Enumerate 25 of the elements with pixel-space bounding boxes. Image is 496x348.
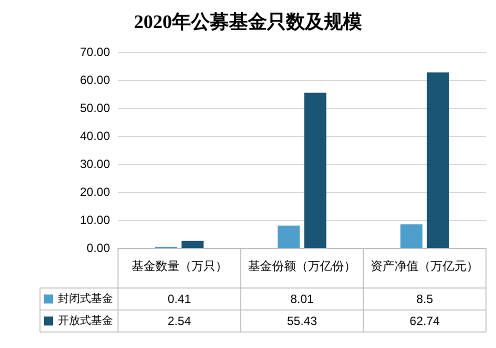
data-label: 8.01 [290,292,314,306]
data-label: 0.41 [168,292,192,306]
y-tick-label: 70.00 [80,45,110,59]
x-tick-label: 基金份额（万亿份） [248,259,356,273]
y-tick-label: 30.00 [80,157,110,171]
legend-label: 封闭式基金 [58,292,113,305]
bar [304,92,326,248]
chart-title: 2020年公募基金只数及规模 [134,11,362,33]
data-label: 55.43 [286,314,318,328]
x-tick-label: 基金数量（万只） [131,259,228,273]
y-tick-label: 50.00 [80,101,110,115]
y-tick-label: 40.00 [80,129,110,143]
data-label: 2.54 [168,314,192,328]
bar [400,224,422,248]
bar [426,72,449,248]
y-tick-label: 0.00 [86,241,110,255]
y-tick-label: 20.00 [80,185,110,199]
y-tick-label: 60.00 [80,73,110,87]
legend-label: 开放式基金 [58,314,113,327]
y-tick-label: 10.00 [80,213,110,227]
bar [278,226,300,248]
bar [182,240,204,248]
data-label: 8.5 [416,292,434,306]
data-label: 62.74 [410,314,440,328]
x-tick-label: 资产净值（万亿元） [370,259,479,273]
